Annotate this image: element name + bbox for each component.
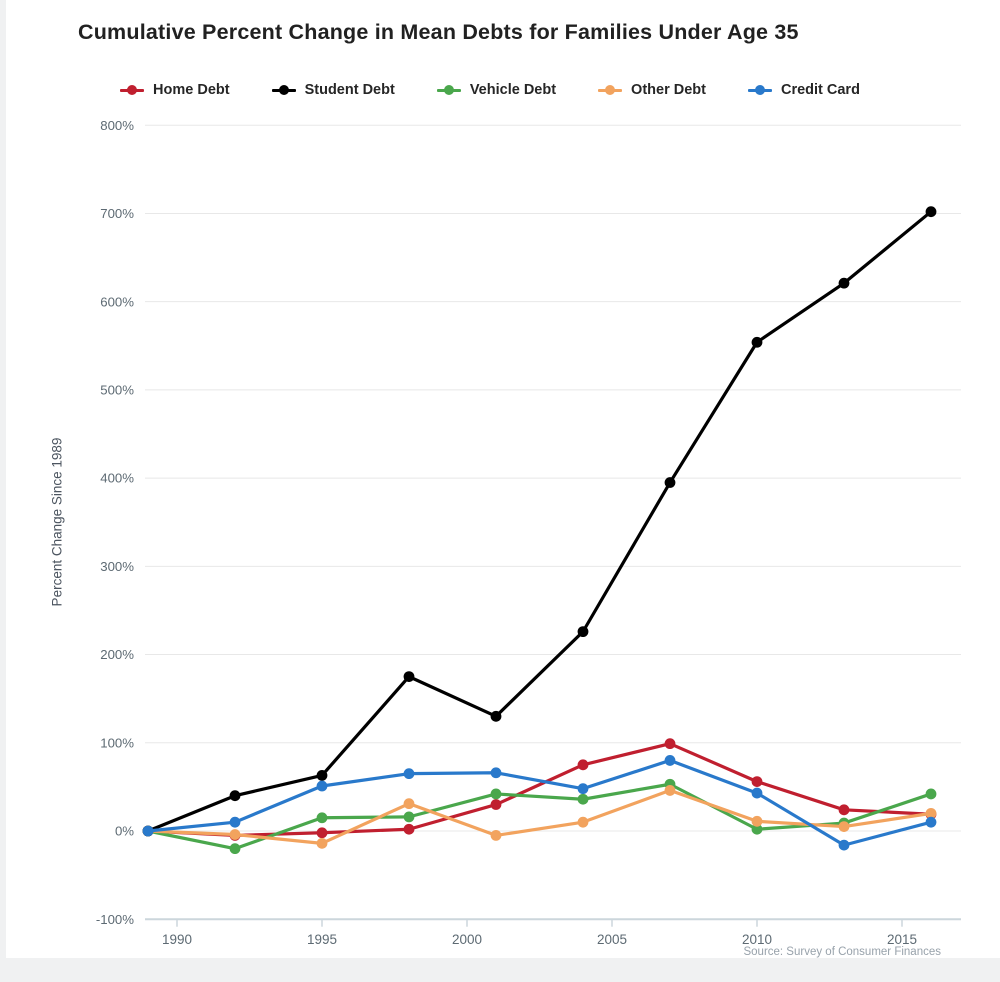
- series-point-credit-card-1992: [229, 816, 241, 828]
- series-point-student-debt-2013: [838, 277, 850, 289]
- series-point-home-debt-2001: [490, 799, 502, 810]
- series-point-other-debt-1998: [403, 798, 415, 810]
- series-point-vehicle-debt-2004: [577, 793, 589, 805]
- series-point-vehicle-debt-1995: [316, 812, 328, 824]
- legend-dot-icon: [278, 85, 289, 95]
- legend-dot-icon: [754, 85, 765, 95]
- y-tick-label-500: 500%: [100, 383, 134, 398]
- series-point-student-debt-1998: [403, 671, 415, 683]
- legend-label: Credit Card: [780, 82, 860, 98]
- source-note: Source: Survey of Consumer Finances: [743, 946, 941, 958]
- y-tick-label-800: 800%: [100, 118, 134, 133]
- legend-label: Vehicle Debt: [469, 82, 557, 98]
- series-point-vehicle-debt-1998: [403, 811, 415, 823]
- chart-title: Cumulative Percent Change in Mean Debts …: [78, 20, 799, 44]
- series-point-other-debt-2001: [490, 830, 502, 841]
- series-point-credit-card-1995: [316, 780, 328, 792]
- series-point-other-debt-2016: [925, 807, 937, 819]
- series-line-vehicle-debt: [146, 782, 933, 851]
- legend-label: Other Debt: [631, 82, 706, 98]
- series-point-credit-card-2004: [577, 783, 589, 795]
- series-line-student-debt: [146, 210, 933, 833]
- y-tick-label--100: -100%: [96, 912, 134, 927]
- series-point-other-debt-1992: [229, 829, 241, 840]
- series-point-credit-card-1998: [403, 768, 415, 780]
- series-point-vehicle-debt-1992: [229, 843, 241, 855]
- page-edge-bottom: [0, 958, 1000, 982]
- series-point-home-debt-2010: [751, 776, 763, 787]
- x-tick-label-1990: 1990: [162, 932, 192, 947]
- legend-label: Home Debt: [153, 82, 230, 98]
- y-tick-label-400: 400%: [100, 471, 134, 486]
- series-point-credit-card-1989: [142, 825, 154, 837]
- series-point-home-debt-2013: [838, 804, 850, 816]
- series-point-other-debt-2013: [838, 821, 850, 832]
- legend-item-vehicle-debt: Vehicle Debt: [436, 82, 557, 98]
- legend: Home Debt Student Debt Vehicle Debt Other D…: [0, 82, 980, 98]
- x-tick-label-2000: 2000: [452, 932, 482, 947]
- series-point-student-debt-2010: [751, 336, 763, 348]
- y-tick-label-200: 200%: [100, 647, 134, 662]
- series-point-home-debt-2007: [664, 738, 676, 750]
- legend-item-home-debt: Home Debt: [120, 82, 230, 98]
- y-axis-title: Percent Change Since 1989: [49, 437, 65, 607]
- legend-marker-icon: [271, 85, 296, 95]
- legend-item-credit-card: Credit Card: [747, 82, 860, 98]
- series-point-vehicle-debt-2010: [751, 823, 763, 835]
- series-line-credit-card: [146, 758, 933, 847]
- series-point-other-debt-2010: [751, 815, 763, 827]
- series-point-vehicle-debt-2016: [925, 788, 937, 800]
- legend-item-other-debt: Other Debt: [598, 82, 706, 98]
- legend-dot-icon: [605, 85, 616, 95]
- legend-marker-icon: [598, 85, 623, 95]
- x-tick-label-2010: 2010: [742, 932, 772, 947]
- series-point-home-debt-2004: [577, 759, 589, 771]
- series-point-student-debt-2016: [925, 206, 937, 218]
- x-tick-label-2005: 2005: [597, 932, 627, 947]
- series-point-credit-card-2013: [838, 839, 850, 851]
- x-tick-label-1995: 1995: [307, 932, 337, 947]
- legend-marker-icon: [120, 85, 145, 95]
- series-point-student-debt-1992: [229, 790, 241, 802]
- x-tick-label-2015: 2015: [887, 932, 917, 947]
- y-tick-label-0: 0%: [115, 824, 134, 839]
- series-line-other-debt: [146, 788, 933, 845]
- series-point-other-debt-2007: [664, 785, 676, 796]
- series-point-student-debt-2001: [490, 710, 502, 722]
- legend-item-student-debt: Student Debt: [271, 82, 395, 98]
- legend-dot-icon: [443, 85, 454, 95]
- page-edge-left: [0, 0, 6, 982]
- legend-label: Student Debt: [304, 82, 395, 98]
- y-tick-label-100: 100%: [100, 735, 134, 750]
- series-point-credit-card-2016: [925, 816, 937, 828]
- series-point-student-debt-2007: [664, 477, 676, 488]
- y-tick-label-300: 300%: [100, 559, 134, 574]
- series-point-other-debt-1995: [316, 837, 328, 849]
- series-point-student-debt-2004: [577, 626, 589, 638]
- y-tick-label-700: 700%: [100, 206, 134, 221]
- legend-marker-icon: [436, 85, 461, 95]
- series-point-student-debt-1995: [316, 770, 328, 781]
- series-point-credit-card-2007: [664, 755, 676, 766]
- series-point-credit-card-2001: [490, 767, 502, 779]
- legend-dot-icon: [127, 85, 138, 95]
- series-point-other-debt-2004: [577, 816, 589, 828]
- series-point-credit-card-2010: [751, 787, 763, 799]
- series-point-home-debt-1995: [316, 827, 328, 839]
- y-tick-label-600: 600%: [100, 294, 134, 309]
- series-point-home-debt-1998: [403, 823, 415, 835]
- legend-marker-icon: [747, 85, 772, 95]
- series-point-vehicle-debt-2001: [490, 788, 502, 800]
